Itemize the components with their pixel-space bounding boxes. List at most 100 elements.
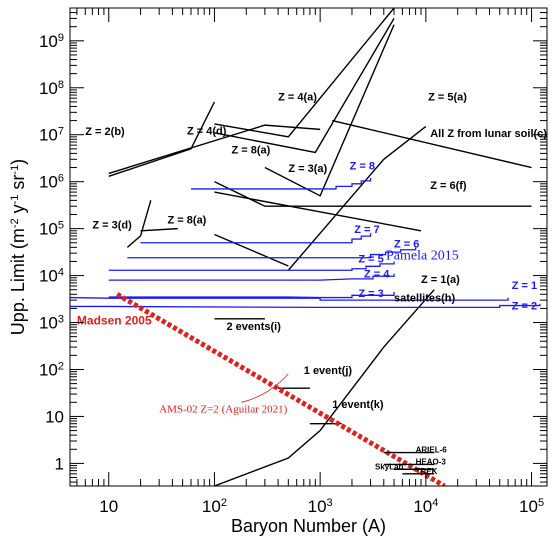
y-tick-label: 10 xyxy=(45,407,64,426)
annotation-z-3: Z = 3 xyxy=(358,288,383,300)
annotation-all-z-from-lunar-soil-c: All Z from lunar soil(c) xyxy=(430,128,547,140)
y-axis-title-sup: -2 xyxy=(9,218,21,228)
annotation-1-event-k: 1 event(k) xyxy=(332,399,384,411)
annotation-z-1: Z = 1 xyxy=(512,280,537,292)
annotation-z-5-a: Z = 5(a) xyxy=(428,91,467,103)
series-z-5 xyxy=(108,261,395,271)
axis-layer: 10 102 103 104 10511010210310410510610710810… xyxy=(39,7,547,516)
series-z-4-a xyxy=(214,8,395,138)
y-axis-title: Upp. Limit (m-2 y-1 sr-1) xyxy=(8,159,28,335)
series-unlabeled xyxy=(214,233,289,267)
y-tick-label: 106 xyxy=(39,173,64,192)
series-layer xyxy=(70,8,541,486)
x-tick-label: 104 xyxy=(413,497,438,516)
annotation-madsen-2005: Madsen 2005 xyxy=(77,314,152,328)
x-tick-label: 103 xyxy=(308,497,333,516)
annotation-trek: TREK xyxy=(416,467,438,476)
annotation-z-8: Z = 8 xyxy=(350,161,375,173)
x-tick-base: 10 xyxy=(99,497,118,516)
series-z-3-a xyxy=(264,24,395,197)
y-tick-label: 104 xyxy=(39,267,64,286)
series-z-8-a xyxy=(214,18,395,154)
annotation-2-events-i: 2 events(i) xyxy=(226,321,281,333)
y-tick-base: 10 xyxy=(39,314,58,333)
x-tick-label: 102 xyxy=(202,497,227,516)
y-tick-label: 109 xyxy=(39,32,64,51)
series-z-6-f xyxy=(214,181,532,207)
y-tick-base: 10 xyxy=(39,360,58,379)
series-z-4 xyxy=(108,273,395,281)
annotation-pamela-2015: Pamela 2015 xyxy=(386,249,459,264)
annotation-z-2-b: Z = 2(b) xyxy=(85,126,125,138)
x-tick-exp: 3 xyxy=(327,497,333,509)
y-tick-exp: 9 xyxy=(58,32,64,44)
annotation-satellites-h: satellites(h) xyxy=(394,293,455,305)
series-z-8 xyxy=(190,177,372,190)
y-tick-exp: 4 xyxy=(58,267,64,279)
y-axis-title-part: y xyxy=(8,204,28,218)
series-all-z-from-lunar-soil-c xyxy=(332,119,532,169)
y-tick-label: 103 xyxy=(39,314,64,333)
series-ams-02-z-2-aguilar-2021 xyxy=(241,373,289,403)
annotation-z-5: Z = 5 xyxy=(358,253,383,265)
y-tick-base: 10 xyxy=(39,267,58,286)
series-madsen-2005 xyxy=(115,292,446,486)
y-tick-label: 108 xyxy=(39,79,64,98)
x-tick-base: 10 xyxy=(308,497,327,516)
y-tick-exp: 5 xyxy=(58,220,64,232)
series-z-8-a xyxy=(140,227,178,232)
annotation-z-6-f: Z = 6(f) xyxy=(430,180,467,192)
y-tick-exp: 7 xyxy=(58,126,64,138)
y-tick-base: 1 xyxy=(55,454,64,473)
series-z-2-b xyxy=(108,124,321,175)
annotation-z-4-a: Z = 4(a) xyxy=(278,91,317,103)
series-z-1-a xyxy=(214,289,435,486)
annotation-z-4: Z = 4 xyxy=(364,269,390,281)
x-tick-label: 105 xyxy=(519,497,544,516)
y-tick-base: 10 xyxy=(45,407,64,426)
series-z-3-d xyxy=(126,200,152,248)
y-tick-label: 105 xyxy=(39,220,64,239)
annotation-z-6: Z = 6 xyxy=(394,238,419,250)
x-axis-title: Baryon Number (A) xyxy=(231,516,386,536)
x-tick-base: 10 xyxy=(519,497,538,516)
annotation-z-3-d: Z = 3(d) xyxy=(92,220,132,232)
y-axis-title-part: Upp. Limit (m xyxy=(8,228,28,335)
x-tick-base: 10 xyxy=(413,497,432,516)
annotation-ariel-6: ARIEL-6 xyxy=(416,446,448,455)
y-tick-label: 107 xyxy=(39,126,64,145)
series-z-4-d xyxy=(108,101,216,177)
y-tick-exp: 3 xyxy=(58,314,64,326)
y-axis-title-sup: -1 xyxy=(9,165,21,175)
annotation-z-3-a: Z = 3(a) xyxy=(288,163,327,175)
x-tick-exp: 4 xyxy=(432,497,438,509)
x-tick-base: 10 xyxy=(202,497,221,516)
series-z-2 xyxy=(70,303,541,309)
annotation-z-4-d: Z = 4(d) xyxy=(187,126,227,138)
annotation-layer: Z = 4(a) Z = 5(a) Z = 2(b) Z = 4(d) Z = 8(a)… xyxy=(77,91,547,475)
y-axis-title-part: ) xyxy=(8,159,28,165)
y-tick-exp: 2 xyxy=(58,360,64,372)
annotation-z-7: Z = 7 xyxy=(354,224,379,236)
x-tick-exp: 5 xyxy=(538,497,544,509)
series-z-3 xyxy=(108,291,395,299)
plot-frame xyxy=(69,7,548,487)
annotation-z-8-a: Z = 8(a) xyxy=(168,214,207,226)
y-tick-base: 10 xyxy=(39,220,58,239)
y-tick-base: 10 xyxy=(39,126,58,145)
annotation-z-1-a: Z = 1(a) xyxy=(421,274,460,286)
annotation-z-8-a: Z = 8(a) xyxy=(232,144,271,156)
series-z-5-a xyxy=(287,125,427,271)
y-tick-label: 102 xyxy=(39,360,64,379)
annotation-heao-3: HEAO-3 xyxy=(416,457,447,466)
y-tick-base: 10 xyxy=(39,79,58,98)
y-tick-base: 10 xyxy=(39,32,58,51)
x-tick-label: 10 xyxy=(99,497,118,516)
y-tick-base: 10 xyxy=(39,173,58,192)
series-z-6 xyxy=(127,247,417,259)
y-axis-title-sup: -1 xyxy=(9,195,21,205)
series-z-7 xyxy=(140,233,372,244)
annotation-1-event-j: 1 event(j) xyxy=(304,365,353,377)
